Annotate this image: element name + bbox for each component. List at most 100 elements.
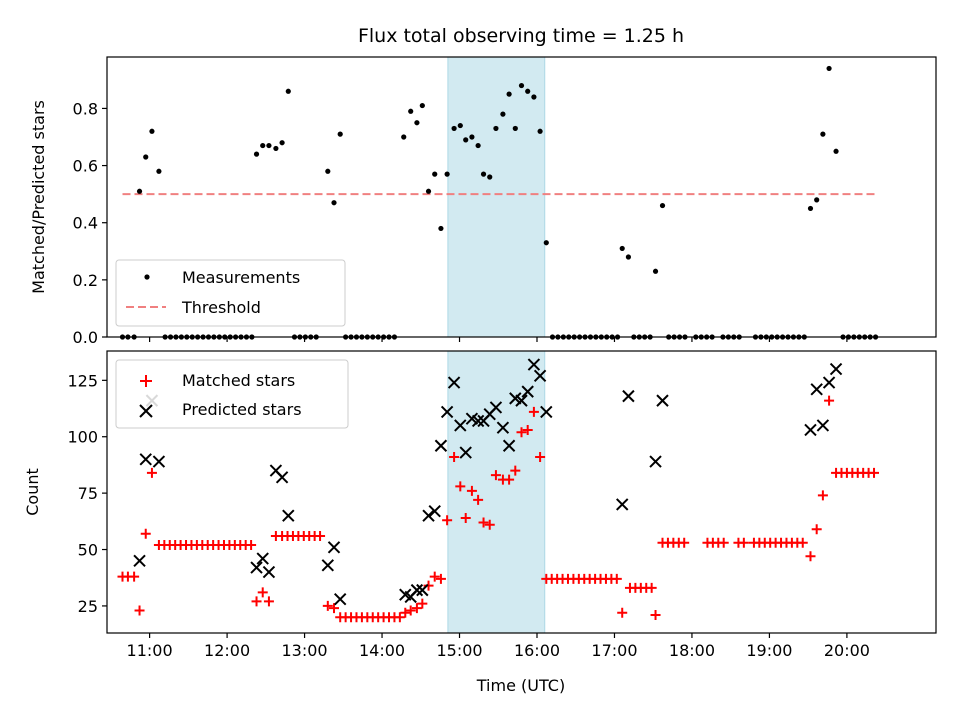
- measurement-point: [659, 202, 666, 209]
- measurement-point: [543, 240, 549, 246]
- ratio-panel: 0.00.20.40.60.8 Matched/Predicted stars …: [29, 56, 937, 347]
- measurement-point: [432, 171, 438, 177]
- predicted-point: [515, 394, 528, 407]
- measurement-point: [425, 188, 432, 194]
- matched-point: [140, 528, 151, 539]
- x-tick-label: 13:00: [282, 641, 328, 660]
- predicted-point: [434, 439, 448, 452]
- matched-point: [646, 582, 657, 593]
- matched-point: [478, 517, 489, 528]
- measurement-point: [525, 88, 531, 94]
- x-tick-label: 11:00: [127, 641, 173, 660]
- matched-point: [811, 524, 822, 535]
- measurement-point: [506, 91, 512, 97]
- measurement-point: [518, 82, 525, 89]
- matched-point: [322, 600, 333, 611]
- measurement-point: [820, 131, 826, 137]
- matched-point: [805, 551, 816, 562]
- predicted-point: [133, 554, 146, 568]
- count-y-axis: 25 50 75 100 125: [67, 371, 107, 616]
- predicted-point: [321, 559, 335, 572]
- legend-label-matched: Matched stars: [182, 371, 295, 390]
- predicted-point: [810, 383, 823, 396]
- ratio-plot-frame: [106, 56, 937, 338]
- matched-point: [423, 580, 434, 591]
- predicted-point: [410, 583, 424, 597]
- matched-point: [484, 519, 495, 530]
- predicted-point: [616, 498, 629, 511]
- matched-point: [257, 587, 268, 598]
- measurement-point: [438, 225, 444, 232]
- measurement-point: [480, 171, 487, 177]
- predicted-point: [829, 362, 843, 376]
- measurement-point: [537, 128, 543, 134]
- matched-point: [146, 467, 157, 478]
- measurement-point: [408, 108, 414, 114]
- count-x-axis: 11:00 12:00 13:00 14:00 15:00 16:00 17:00 18:00…: [127, 633, 870, 660]
- legend-label-threshold: Threshold: [181, 298, 261, 317]
- measurement-point: [279, 140, 285, 146]
- measurement-point: [463, 137, 469, 143]
- predicted-point: [428, 504, 441, 518]
- matched-points: [117, 395, 880, 623]
- count-y-axis-label: Count: [23, 468, 42, 516]
- predicted-point: [502, 439, 516, 452]
- measurement-point: [457, 122, 463, 129]
- measurement-point: [512, 125, 518, 132]
- legend-label-measurements: Measurements: [182, 268, 300, 287]
- predicted-point: [416, 583, 429, 597]
- predicted-point: [649, 455, 662, 468]
- measurement-point: [253, 151, 260, 157]
- x-axis-label: Time (UTC): [476, 676, 565, 695]
- matched-point: [528, 406, 539, 417]
- predicted-point: [275, 471, 289, 484]
- measurement-point: [149, 128, 155, 134]
- matched-point: [504, 474, 515, 485]
- matched-point: [797, 537, 808, 548]
- y-tick-label: 100: [67, 428, 98, 447]
- y-tick-label: 0.4: [73, 214, 98, 233]
- highlight-span: [447, 350, 546, 634]
- y-tick-label: 125: [67, 371, 98, 390]
- x-tick-label: 16:00: [514, 641, 560, 660]
- y-tick-label: 50: [78, 541, 98, 560]
- matched-point: [246, 540, 257, 551]
- predicted-point: [333, 592, 347, 606]
- predicted-point: [533, 369, 547, 383]
- highlight-span-rect: [447, 56, 546, 338]
- measurement-point: [331, 200, 337, 206]
- x-tick-label: 19:00: [746, 641, 792, 660]
- predicted-point: [454, 419, 467, 432]
- measurement-point: [325, 168, 331, 174]
- measurement-point: [143, 154, 149, 160]
- matched-point: [611, 573, 622, 584]
- measurement-point: [826, 65, 832, 72]
- matched-point: [535, 452, 546, 463]
- predicted-point: [282, 509, 295, 522]
- predicted-point: [496, 421, 510, 434]
- measurement-point: [136, 188, 143, 194]
- matched-point: [442, 515, 453, 526]
- matched-point: [718, 537, 729, 548]
- chart-title: Flux total observing time = 1.25 h: [358, 25, 684, 47]
- predicted-point: [471, 414, 485, 428]
- predicted-point: [250, 561, 263, 574]
- matched-point: [394, 612, 405, 623]
- predicted-point: [540, 405, 553, 419]
- matched-point: [510, 465, 521, 476]
- measurement-point: [814, 197, 820, 203]
- matched-point: [738, 537, 749, 548]
- count-panel: 25 50 75 100 125 11:00 12:00 13:00 14:00 15:00 16…: [23, 350, 937, 695]
- measurement-point: [414, 120, 420, 126]
- matched-point: [617, 607, 628, 618]
- predicted-point: [440, 405, 454, 419]
- measurement-point: [156, 168, 162, 174]
- measurement-point: [419, 102, 425, 109]
- measurement-point: [500, 111, 506, 117]
- measurement-point: [469, 134, 475, 140]
- legend-label-predicted: Predicted stars: [182, 400, 302, 419]
- predicted-point: [447, 376, 461, 389]
- measurement-point: [260, 142, 266, 149]
- count-plot-frame: [106, 350, 937, 634]
- predicted-point: [139, 453, 152, 466]
